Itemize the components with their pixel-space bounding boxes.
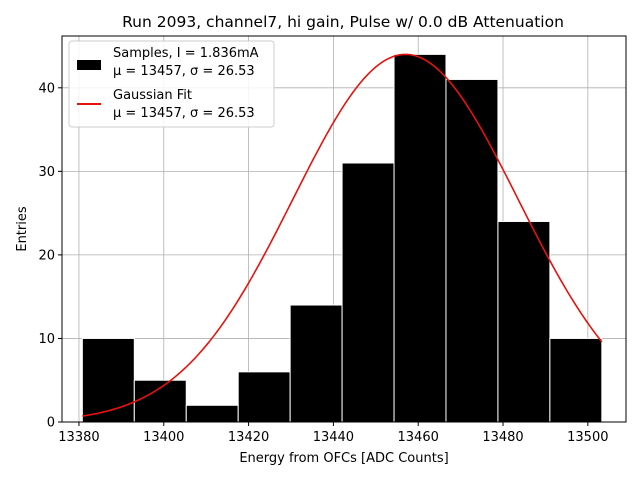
legend-swatch-samples [77, 60, 101, 70]
legend-box [68, 40, 275, 128]
x-axis-ticks: 13380 13400 13420 13440 13460 13480 13500 [58, 422, 609, 445]
histogram-bar [549, 337, 603, 423]
legend-fit-line2: μ = 13457, σ = 26.53 [113, 106, 255, 121]
histogram-bar [237, 371, 291, 423]
plot-frame [61, 35, 627, 423]
x-tick-label-6: 13500 [567, 430, 608, 445]
legend-samples-line1: Samples, I = 1.836mA [113, 46, 259, 61]
chart-title: Run 2093, channel7, hi gain, Pulse w/ 0.… [122, 13, 564, 31]
x-tick-label-0: 13380 [58, 430, 99, 445]
histogram-bar [133, 379, 187, 423]
x-tick-label-2: 13420 [228, 430, 269, 445]
histogram-bar [497, 220, 551, 423]
y-tick-label-0: 0 [47, 416, 55, 431]
histogram-bar [81, 337, 135, 423]
histogram-bar [289, 304, 343, 423]
histogram-bar [185, 404, 239, 423]
x-tick-label-4: 13460 [398, 430, 439, 445]
gaussian-fit-line [82, 53, 603, 417]
x-tick-label-5: 13480 [482, 430, 523, 445]
legend-fit-line1: Gaussian Fit [113, 88, 192, 103]
x-tick-label-3: 13440 [313, 430, 354, 445]
y-axis-ticks: 0 10 20 30 40 [38, 81, 62, 431]
x-tick-label-1: 13400 [143, 430, 184, 445]
histogram-bar [341, 162, 395, 423]
y-axis-label: Entries [15, 206, 30, 252]
y-tick-label-4: 40 [38, 81, 55, 96]
histogram-bar [445, 78, 499, 423]
histogram-bar [393, 53, 447, 423]
x-axis-label: Energy from OFCs [ADC Counts] [239, 451, 448, 466]
gaussian-fit [82, 53, 603, 417]
y-tick-label-2: 20 [38, 248, 55, 263]
legend-samples-line2: μ = 13457, σ = 26.53 [113, 64, 255, 79]
y-tick-label-1: 10 [38, 332, 55, 347]
histogram-bars [81, 53, 603, 423]
legend: Samples, I = 1.836mA μ = 13457, σ = 26.5… [68, 40, 275, 128]
y-tick-label-3: 30 [38, 165, 55, 180]
